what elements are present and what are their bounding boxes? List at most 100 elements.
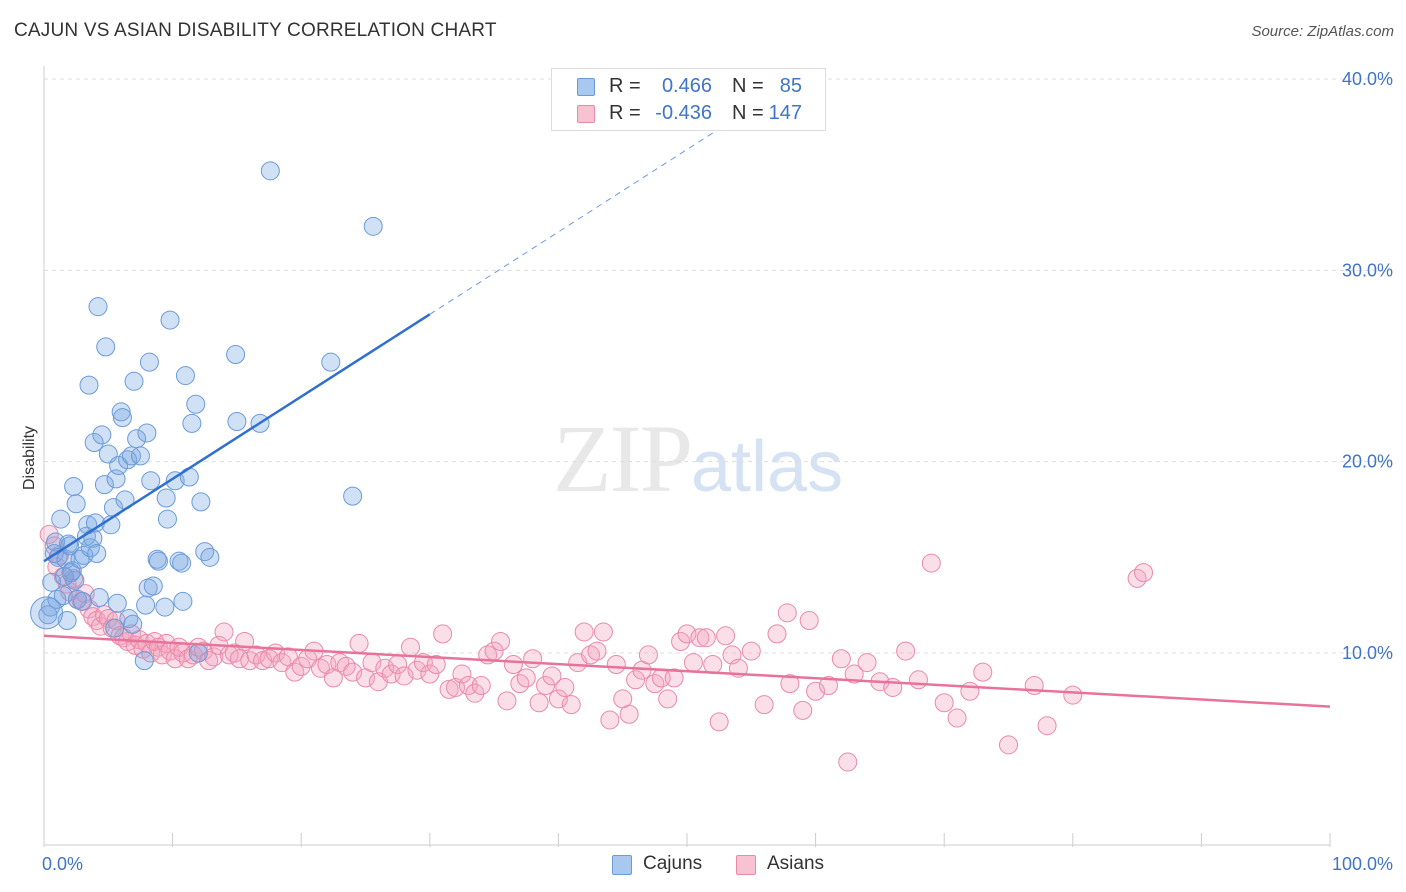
cajun-point: [226, 345, 246, 365]
cajun-point: [136, 595, 156, 615]
trend-lines: [43, 99, 1331, 708]
cajun-point: [172, 553, 192, 573]
asian-point: [401, 637, 421, 657]
n-label: N =: [732, 75, 764, 97]
asian-point: [516, 668, 536, 688]
asian-point: [818, 676, 838, 696]
legend-row-asians: R = -0.436 N = 147: [552, 100, 825, 128]
asians-swatch: [736, 855, 756, 875]
asian-point: [420, 664, 440, 684]
cajun-point: [143, 576, 163, 596]
y-tick-label: 30.0%: [1342, 260, 1393, 280]
cajun-point: [109, 455, 129, 475]
asian-trend-line: [43, 634, 1331, 708]
cajun-point: [118, 450, 138, 470]
legend-label-asians: Asians: [767, 853, 825, 874]
asian-point: [793, 700, 813, 720]
chart-title: CAJUN VS ASIAN DISABILITY CORRELATION CH…: [14, 20, 497, 41]
source-credit: Source: ZipAtlas.com: [1251, 23, 1394, 40]
cajun-point: [42, 572, 62, 592]
asian-point: [587, 641, 607, 661]
asian-point: [754, 695, 774, 715]
cajun-point: [112, 408, 132, 428]
asian-point: [1037, 716, 1057, 736]
asian-point: [452, 664, 472, 684]
cajun-point: [51, 509, 71, 529]
asian-point: [857, 653, 877, 673]
cajun-point: [173, 591, 193, 611]
asian-point: [593, 622, 613, 642]
cajun-point: [195, 542, 215, 562]
n-value: 147: [768, 102, 802, 124]
asian-point: [574, 622, 594, 642]
cajun-point: [61, 563, 81, 583]
cajun-trend-extension: [429, 99, 765, 315]
cajun-point: [137, 423, 157, 443]
asian-point: [664, 668, 684, 688]
cajun-point: [40, 597, 60, 617]
asian-point: [999, 735, 1018, 755]
asian-point: [960, 681, 980, 701]
asian-point: [497, 691, 517, 711]
asian-point: [671, 632, 691, 652]
asian-point: [465, 683, 485, 703]
cajun-point: [179, 467, 199, 487]
asian-point: [777, 603, 797, 623]
asian-point: [844, 664, 864, 684]
series-legend: Cajuns Asians: [0, 852, 1406, 880]
asian-point: [1063, 685, 1083, 705]
asian-point: [716, 626, 736, 646]
asian-point: [529, 693, 549, 713]
cajun-point: [73, 591, 93, 611]
y-axis-label: Disability: [21, 426, 38, 490]
asian-point: [555, 677, 575, 697]
cajun-point: [64, 477, 84, 497]
cajun-point: [94, 475, 114, 495]
cajun-point: [66, 494, 86, 514]
axes: [43, 66, 1331, 847]
asian-point: [638, 645, 658, 665]
cajun-point: [30, 596, 64, 630]
asian-point: [626, 670, 646, 690]
asian-point: [141, 643, 161, 663]
data-points: [30, 161, 1154, 772]
asian-point: [561, 695, 581, 715]
asian-point: [199, 651, 219, 671]
cajun-point: [260, 161, 280, 181]
asian-point: [523, 649, 543, 669]
correlation-legend: R = 0.466 N = 85 R = -0.436 N = 147: [551, 68, 826, 131]
cajuns-swatch: [577, 78, 595, 96]
asian-point: [491, 632, 511, 652]
r-label: R =: [609, 75, 641, 97]
asian-point: [908, 670, 928, 690]
asian-point: [703, 654, 723, 674]
asian-point: [291, 656, 311, 676]
asian-point: [799, 610, 819, 630]
cajun-point: [321, 352, 341, 372]
asian-point: [1134, 563, 1154, 583]
asian-point: [600, 710, 620, 730]
asian-point: [677, 624, 697, 644]
cajun-point: [188, 643, 208, 663]
cajun-point: [156, 488, 176, 508]
cajun-point: [148, 551, 168, 571]
asian-point: [83, 607, 103, 627]
cajun-point: [123, 614, 143, 634]
asian-point: [536, 676, 556, 696]
cajun-point: [191, 492, 211, 512]
cajun-point: [343, 486, 363, 506]
asian-point: [973, 662, 993, 682]
cajuns-swatch: [612, 855, 632, 875]
asian-point: [39, 524, 59, 544]
asian-point: [934, 693, 954, 713]
asian-point: [188, 637, 208, 657]
x-tick-label: 100.0%: [1332, 854, 1393, 874]
asian-point: [709, 712, 729, 732]
cajun-point: [186, 394, 206, 414]
cajun-point: [119, 609, 139, 629]
n-value: 85: [779, 75, 802, 97]
y-tick-labels: 10.0% 20.0% 30.0% 40.0%: [1342, 69, 1393, 663]
cajun-point: [130, 446, 150, 466]
cajun-point: [89, 588, 109, 608]
